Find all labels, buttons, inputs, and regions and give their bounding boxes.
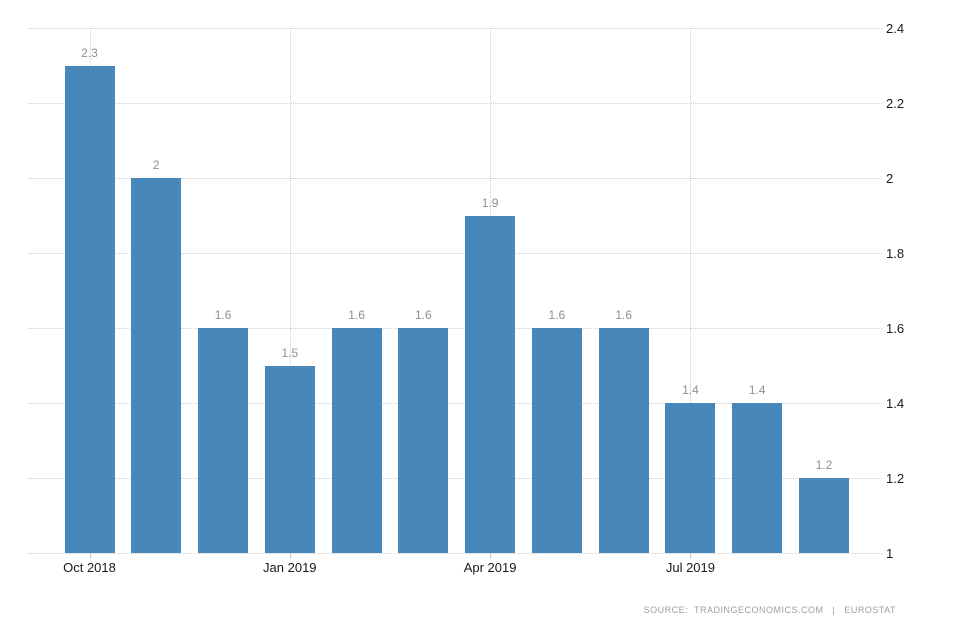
- y-axis-label: 1.2: [886, 470, 905, 486]
- y-axis-label: 1.8: [886, 245, 905, 261]
- bar-oct-2018[interactable]: [64, 65, 115, 553]
- x-axis-tick-mark: [690, 553, 692, 559]
- bar-sep-2019[interactable]: [798, 478, 849, 553]
- gridline-vertical: [289, 28, 291, 553]
- bar-dec-2018[interactable]: [198, 328, 249, 553]
- x-axis-tick-mark: [490, 553, 492, 559]
- y-axis-label: 2.2: [886, 95, 905, 111]
- bar-value-label: 1.4: [748, 383, 766, 397]
- gridline-horizontal: [28, 178, 882, 179]
- gridline-horizontal: [28, 403, 882, 404]
- x-axis-label: Jan 2019: [263, 560, 317, 575]
- y-axis-label: 1.6: [886, 320, 905, 336]
- x-axis-label: Apr 2019: [463, 560, 517, 575]
- gridline-horizontal: [28, 328, 882, 329]
- bar-value-label: 2.3: [81, 45, 98, 60]
- bar-value-label: 1.5: [281, 345, 299, 360]
- source-attribution-text: SOURCE: TRADINGECONOMICS.COM | EUROSTAT: [643, 605, 896, 615]
- gridline-horizontal: [28, 553, 882, 554]
- bar-jun-2019[interactable]: [598, 328, 649, 553]
- bar-value-label: 1.9: [481, 195, 499, 210]
- bar-value-label: 1.6: [415, 308, 432, 322]
- bar-value-label: 1.6: [348, 308, 365, 322]
- x-axis-tick-mark: [289, 553, 291, 559]
- bar-jul-2019[interactable]: [665, 403, 716, 553]
- y-axis-label: 2.4: [886, 20, 905, 36]
- bar-apr-2019[interactable]: [465, 215, 516, 553]
- y-axis-label: 1: [886, 545, 894, 561]
- gridline-vertical: [690, 28, 692, 553]
- bar-value-label: 1.6: [214, 308, 232, 322]
- x-axis-tick-mark: [89, 553, 91, 559]
- bar-value-label: 2: [152, 158, 160, 172]
- x-axis-label: Jul 2019: [665, 560, 715, 575]
- gridline-horizontal: [28, 478, 882, 479]
- y-axis-label: 1.4: [886, 395, 905, 411]
- bar-value-label: 1.4: [682, 383, 699, 397]
- gridline-horizontal: [28, 28, 882, 29]
- bar-feb-2019[interactable]: [331, 328, 382, 553]
- x-axis-label: Oct 2018: [63, 560, 116, 575]
- gridline-horizontal: [28, 253, 882, 254]
- bar-value-label: 1.6: [548, 308, 566, 322]
- y-axis-label: 2: [886, 170, 894, 186]
- bar-aug-2019[interactable]: [732, 403, 783, 553]
- bar-jan-2019[interactable]: [264, 365, 315, 553]
- bar-value-label: 1.2: [815, 458, 833, 472]
- bar-value-label: 1.6: [615, 308, 632, 322]
- gridline-horizontal: [28, 103, 882, 104]
- bar-nov-2018[interactable]: [131, 178, 182, 553]
- bar-may-2019[interactable]: [531, 328, 582, 553]
- bar-mar-2019[interactable]: [398, 328, 449, 553]
